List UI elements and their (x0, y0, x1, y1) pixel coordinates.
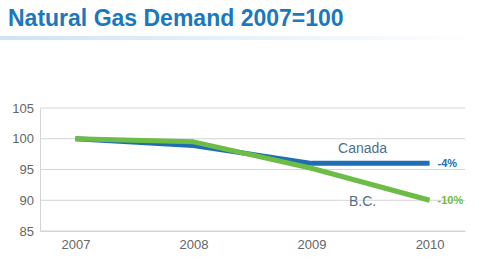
y-tick-label: 85 (20, 224, 34, 239)
y-axis: 85 90 95 100 105 (12, 101, 40, 239)
x-tick: 2009 (298, 231, 327, 252)
x-tick: 2010 (416, 231, 445, 252)
grid-line (40, 108, 465, 109)
y-axis-line (40, 109, 41, 232)
series-label: B.C. (349, 193, 376, 209)
title: Natural Gas Demand 2007=100 (8, 5, 344, 31)
labels: Canada -4% B.C. -10% (338, 140, 463, 209)
series-label: Canada (338, 140, 387, 156)
chart: Natural Gas Demand 2007=100 85 90 95 100 105 2… (0, 0, 480, 257)
y-tick: 85 (20, 224, 40, 239)
x-tick-label: 2010 (416, 237, 445, 252)
y-tick: 90 (20, 193, 40, 208)
grid-line (40, 200, 465, 201)
series-line (75, 139, 429, 201)
y-tick-label: 100 (12, 131, 34, 146)
x-tick-label: 2008 (180, 237, 209, 252)
x-axis-line (41, 231, 466, 232)
lines (75, 139, 429, 201)
grid-line (40, 169, 465, 170)
x-tick: 2007 (61, 231, 90, 252)
change-annotation: -10% (438, 194, 464, 206)
y-tick: 105 (12, 101, 40, 116)
title-band (0, 36, 480, 40)
x-axis: 2007 2008 2009 2010 (41, 231, 466, 252)
x-tick-label: 2009 (298, 237, 327, 252)
change-annotation: -4% (438, 157, 458, 169)
y-tick-label: 105 (12, 101, 34, 116)
grid (40, 108, 465, 231)
x-tick-label: 2007 (61, 237, 90, 252)
y-tick-label: 95 (20, 162, 34, 177)
grid-line (40, 231, 465, 232)
x-tick: 2008 (180, 231, 209, 252)
y-tick-label: 90 (20, 193, 34, 208)
y-tick: 100 (12, 131, 40, 146)
y-tick: 95 (20, 162, 40, 177)
